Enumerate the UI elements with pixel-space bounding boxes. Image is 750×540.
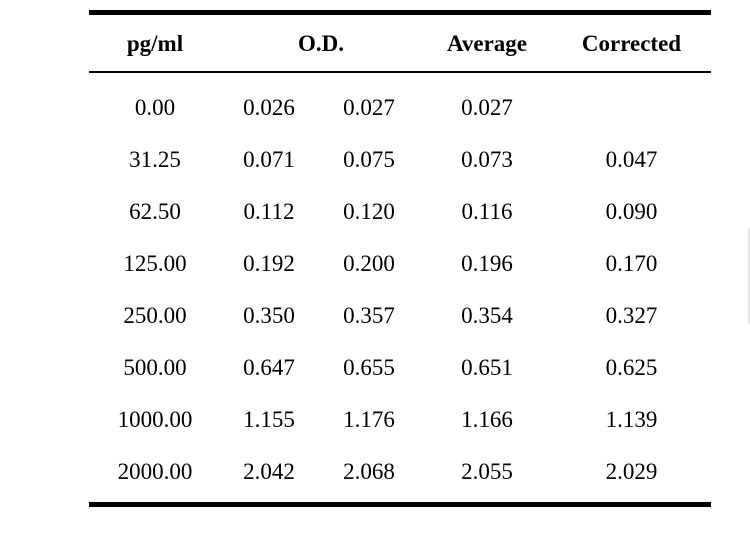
cell-corrected: 0.327 bbox=[605, 303, 658, 328]
page-edge-mark bbox=[748, 228, 750, 324]
cell-concentration: 62.50 bbox=[129, 199, 181, 224]
table-row: 2000.00 2.042 2.068 2.055 2.029 bbox=[89, 446, 711, 498]
table-top-rule bbox=[89, 10, 711, 15]
table-row: 31.25 0.071 0.075 0.073 0.047 bbox=[89, 134, 711, 186]
cell-average: 0.354 bbox=[461, 303, 513, 328]
cell-average: 0.196 bbox=[461, 251, 513, 276]
header-corrected: Corrected bbox=[581, 31, 682, 56]
table-header-rule bbox=[89, 71, 711, 73]
table-row: 500.00 0.647 0.655 0.651 0.625 bbox=[89, 342, 711, 394]
cell-od-replicate-1: 0.192 bbox=[243, 251, 295, 276]
cell-od-replicate-2: 0.655 bbox=[343, 355, 395, 380]
cell-corrected: 0.170 bbox=[605, 251, 658, 276]
cell-od-replicate-1: 0.026 bbox=[243, 95, 295, 120]
cell-od-replicate-2: 0.027 bbox=[343, 95, 395, 120]
table-row: 62.50 0.112 0.120 0.116 0.090 bbox=[89, 186, 711, 238]
cell-average: 2.055 bbox=[461, 459, 513, 484]
cell-corrected: 0.625 bbox=[605, 355, 658, 380]
cell-average: 0.116 bbox=[461, 199, 513, 224]
header-concentration: pg/ml bbox=[126, 31, 184, 56]
cell-od-replicate-1: 0.112 bbox=[243, 199, 295, 224]
cell-concentration: 250.00 bbox=[123, 303, 187, 328]
standard-curve-table: pg/ml O.D. Average Corrected 0.00 0.026 0.… bbox=[89, 10, 711, 507]
table-body-spacer bbox=[89, 73, 711, 82]
cell-od-replicate-1: 1.155 bbox=[243, 407, 295, 432]
cell-corrected bbox=[569, 82, 694, 134]
cell-od-replicate-2: 1.176 bbox=[343, 407, 395, 432]
cell-od-replicate-2: 2.068 bbox=[343, 459, 395, 484]
cell-average: 0.651 bbox=[461, 355, 513, 380]
cell-od-replicate-1: 2.042 bbox=[243, 459, 295, 484]
cell-concentration: 125.00 bbox=[123, 251, 187, 276]
cell-od-replicate-1: 0.071 bbox=[243, 147, 295, 172]
cell-od-replicate-1: 0.350 bbox=[243, 303, 295, 328]
cell-concentration: 0.00 bbox=[134, 95, 176, 120]
cell-od-replicate-1: 0.647 bbox=[243, 355, 295, 380]
header-average: Average bbox=[446, 31, 528, 56]
cell-concentration: 1000.00 bbox=[117, 407, 193, 432]
cell-corrected: 0.047 bbox=[605, 147, 658, 172]
cell-corrected: 0.090 bbox=[605, 199, 658, 224]
cell-average: 0.027 bbox=[461, 95, 513, 120]
cell-average: 0.073 bbox=[461, 147, 513, 172]
cell-corrected: 2.029 bbox=[605, 459, 658, 484]
table-row: 0.00 0.026 0.027 0.027 bbox=[89, 82, 711, 134]
table-bottom-rule bbox=[89, 502, 711, 507]
table-row: 1000.00 1.155 1.176 1.166 1.139 bbox=[89, 394, 711, 446]
table-body: 0.00 0.026 0.027 0.027 31.25 0.071 0.075 0.073 0… bbox=[89, 82, 711, 498]
table-row: 125.00 0.192 0.200 0.196 0.170 bbox=[89, 238, 711, 290]
cell-average: 1.166 bbox=[461, 407, 513, 432]
table-row: 250.00 0.350 0.357 0.354 0.327 bbox=[89, 290, 711, 342]
table-header-row: pg/ml O.D. Average Corrected bbox=[89, 15, 711, 71]
cell-od-replicate-2: 0.075 bbox=[343, 147, 395, 172]
cell-od-replicate-2: 0.120 bbox=[343, 199, 395, 224]
cell-concentration: 31.25 bbox=[129, 147, 181, 172]
cell-od-replicate-2: 0.357 bbox=[343, 303, 395, 328]
header-od: O.D. bbox=[298, 31, 344, 56]
cell-concentration: 2000.00 bbox=[117, 459, 193, 484]
cell-corrected: 1.139 bbox=[605, 407, 658, 432]
cell-od-replicate-2: 0.200 bbox=[343, 251, 395, 276]
cell-concentration: 500.00 bbox=[123, 355, 187, 380]
